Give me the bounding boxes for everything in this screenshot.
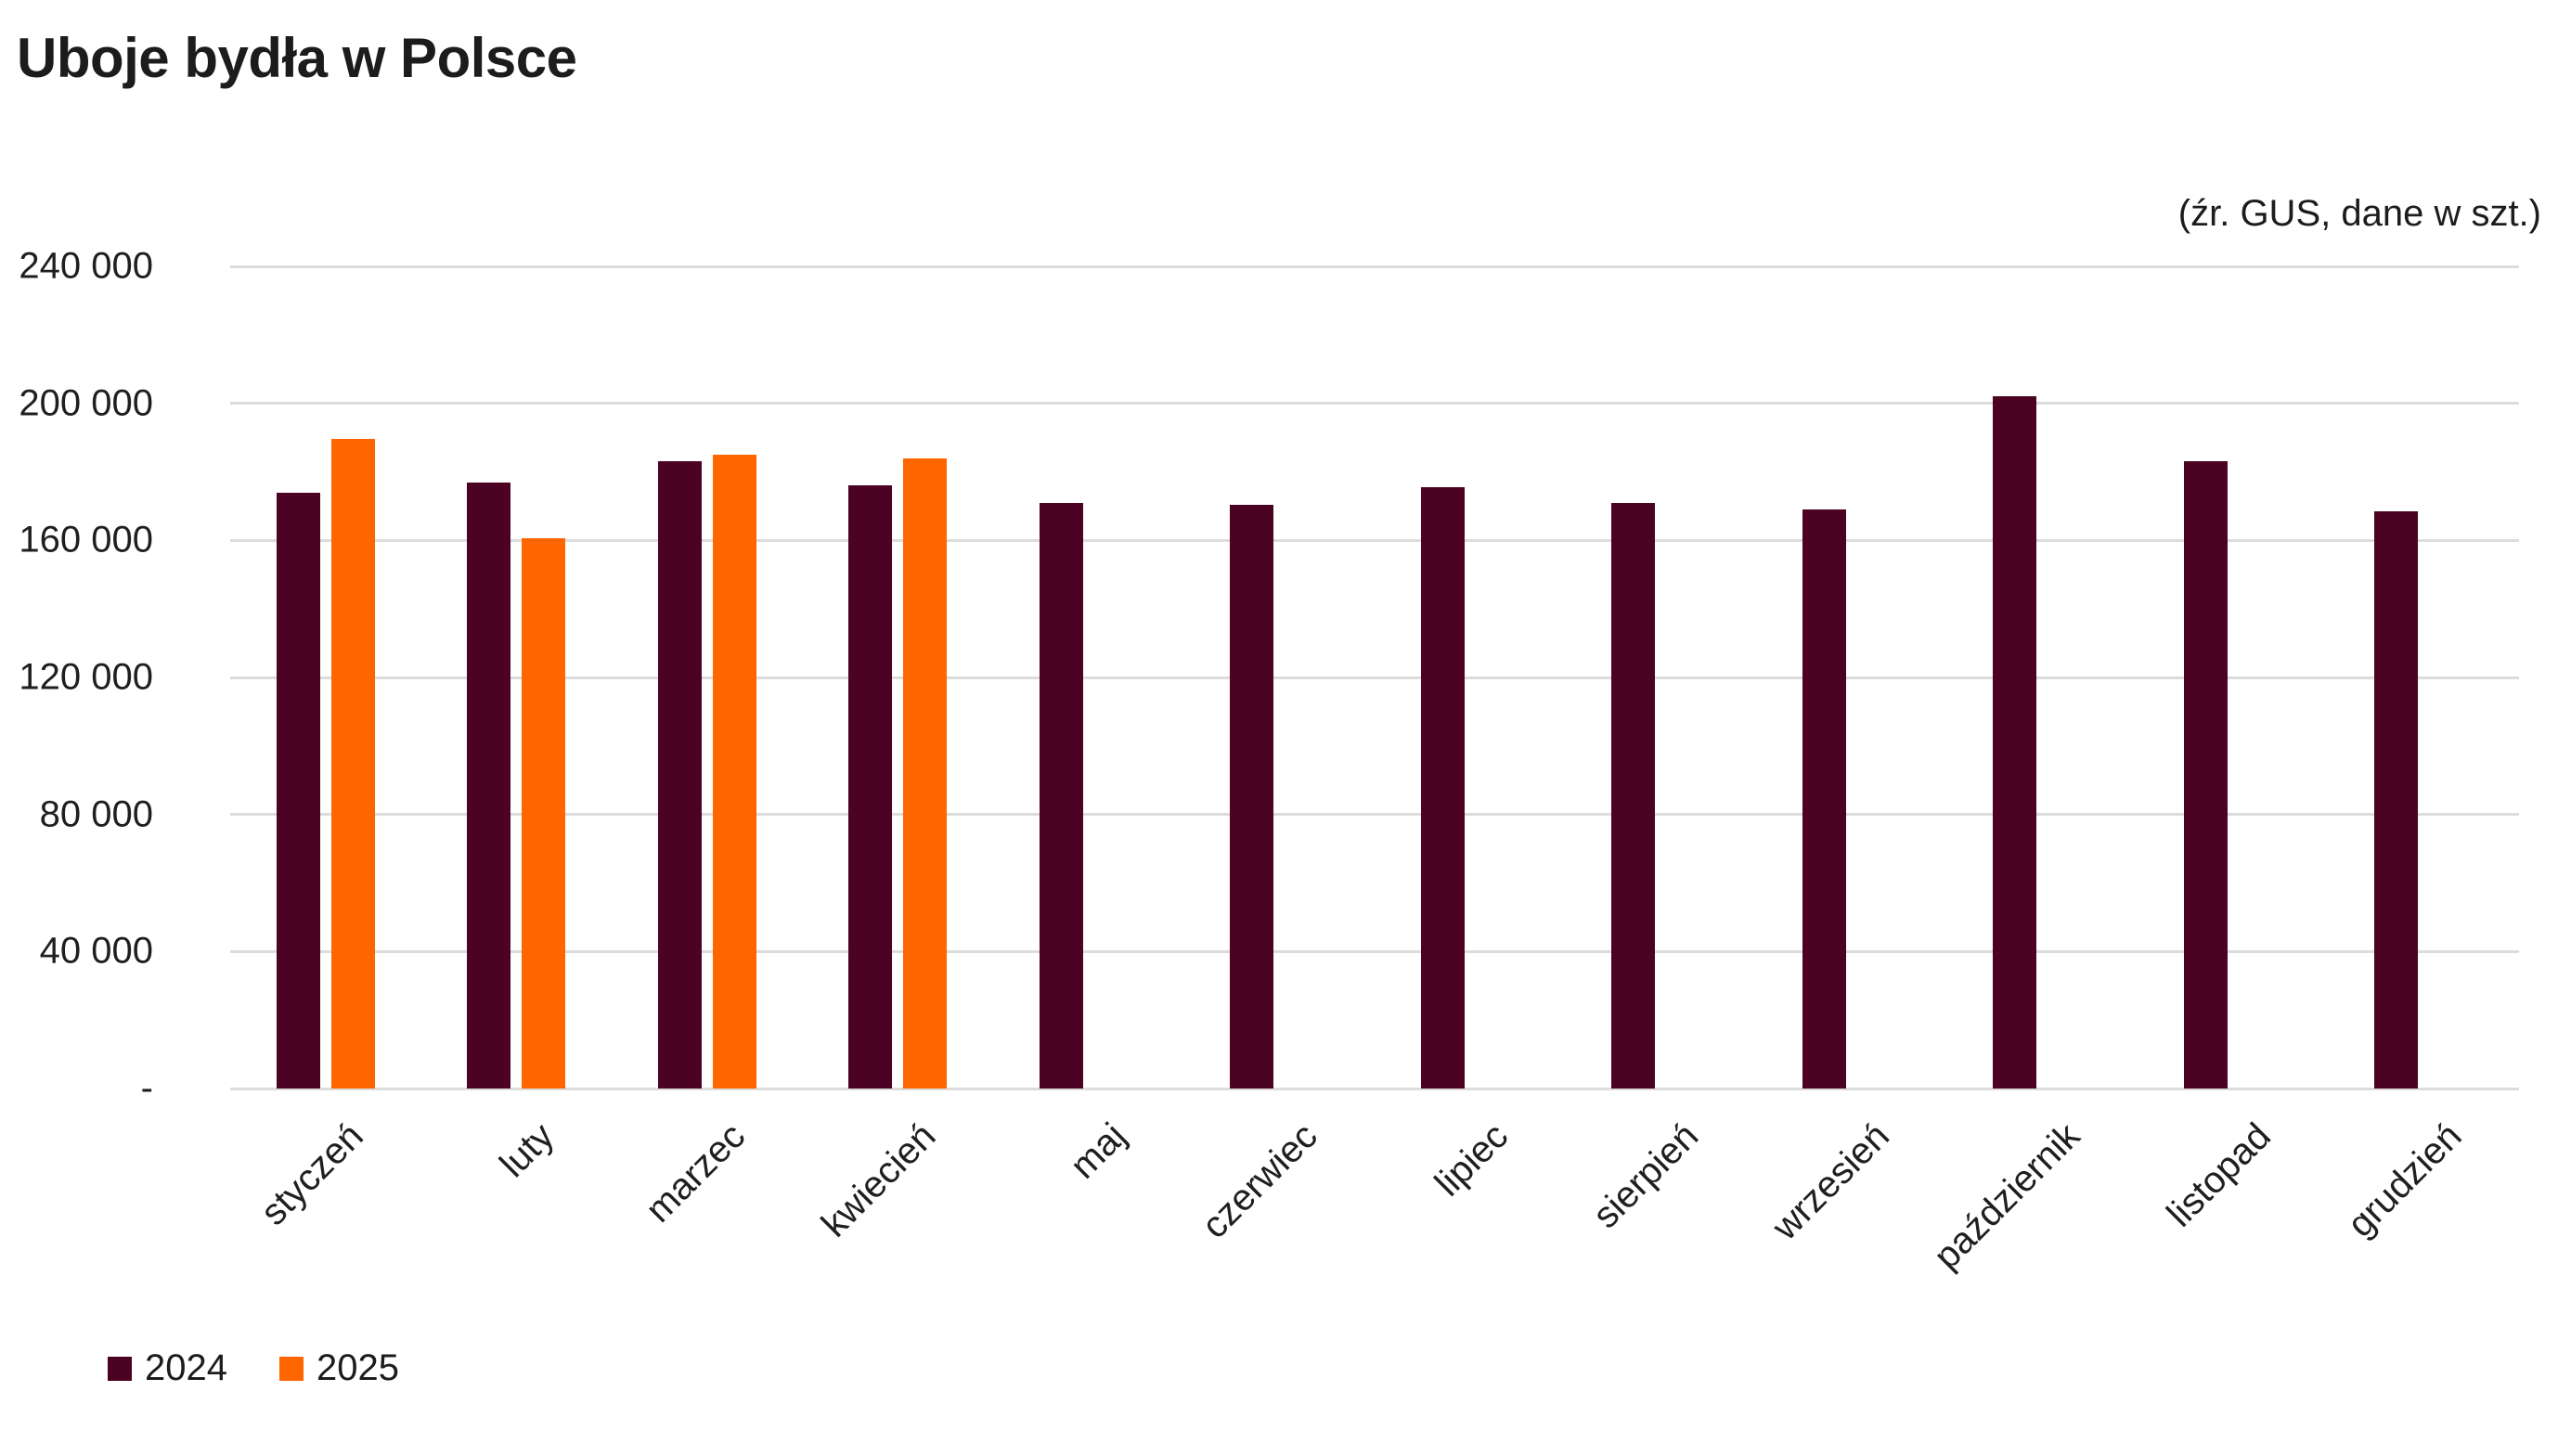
x-axis-label-czerwiec: czerwiec [1194,1115,1325,1247]
gridline [230,676,2519,679]
x-axis-label-sierpień: sierpień [1585,1115,1707,1237]
y-axis-label: 240 000 [19,245,153,287]
gridline [230,264,2519,268]
x-axis-label-luty: luty [492,1115,562,1186]
bar-2025-styczeń [330,439,375,1089]
x-axis-label-kwiecień: kwiecień [813,1115,944,1245]
bar-2024-grudzień [2374,510,2419,1089]
source-note: (źr. GUS, dane w szt.) [2177,193,2541,234]
x-axis-label-marzec: marzec [638,1115,753,1231]
gridline [230,1087,2519,1090]
bar-2024-kwiecień [848,485,893,1089]
legend-item-2024: 2024 [108,1347,227,1389]
x-axis-label-grudzień: grudzień [2339,1115,2470,1245]
bar-2024-listopad [2183,461,2228,1089]
x-axis-label-wrzesień: wrzesień [1764,1115,1897,1248]
x-axis-label-październik: październik [1926,1115,2088,1278]
legend-label: 2025 [316,1347,399,1388]
bar-2024-czerwiec [1230,504,1274,1089]
bar-2024-sierpień [1611,502,1656,1089]
legend: 2024 2025 [108,1347,399,1389]
y-axis-label: - [140,1067,153,1109]
bar-2024-styczeń [276,492,320,1089]
bar-2024-wrzesień [1802,509,1846,1089]
legend-swatch-2024 [108,1356,132,1381]
y-axis-label: 200 000 [19,382,153,424]
bar-2024-marzec [657,461,702,1089]
x-axis-label-maj: maj [1063,1115,1134,1187]
x-axis-label-listopad: listopad [2159,1115,2279,1235]
bar-2025-luty [522,538,566,1089]
y-axis-label: 80 000 [39,793,153,835]
gridline [230,813,2519,817]
bar-2024-lipiec [1420,487,1465,1089]
legend-swatch-2025 [278,1356,304,1381]
legend-label: 2024 [145,1347,227,1388]
gridline [230,949,2519,953]
y-axis-label: 40 000 [39,930,153,972]
bar-2025-marzec [712,455,756,1089]
chart-title: Uboje bydła w Polsce [17,27,577,89]
bar-2024-luty [467,482,511,1089]
bar-2025-kwiecień [903,457,948,1089]
x-axis-label-styczeń: styczeń [252,1115,371,1234]
y-axis-label: 120 000 [19,656,153,698]
y-axis-label: 160 000 [19,519,153,560]
gridline [230,538,2519,542]
bar-2024-maj [1039,502,1083,1089]
x-axis-label-lipiec: lipiec [1427,1115,1516,1205]
gridline [230,402,2519,406]
bar-2024-październik [1993,396,2037,1089]
legend-item-2025: 2025 [278,1347,399,1389]
